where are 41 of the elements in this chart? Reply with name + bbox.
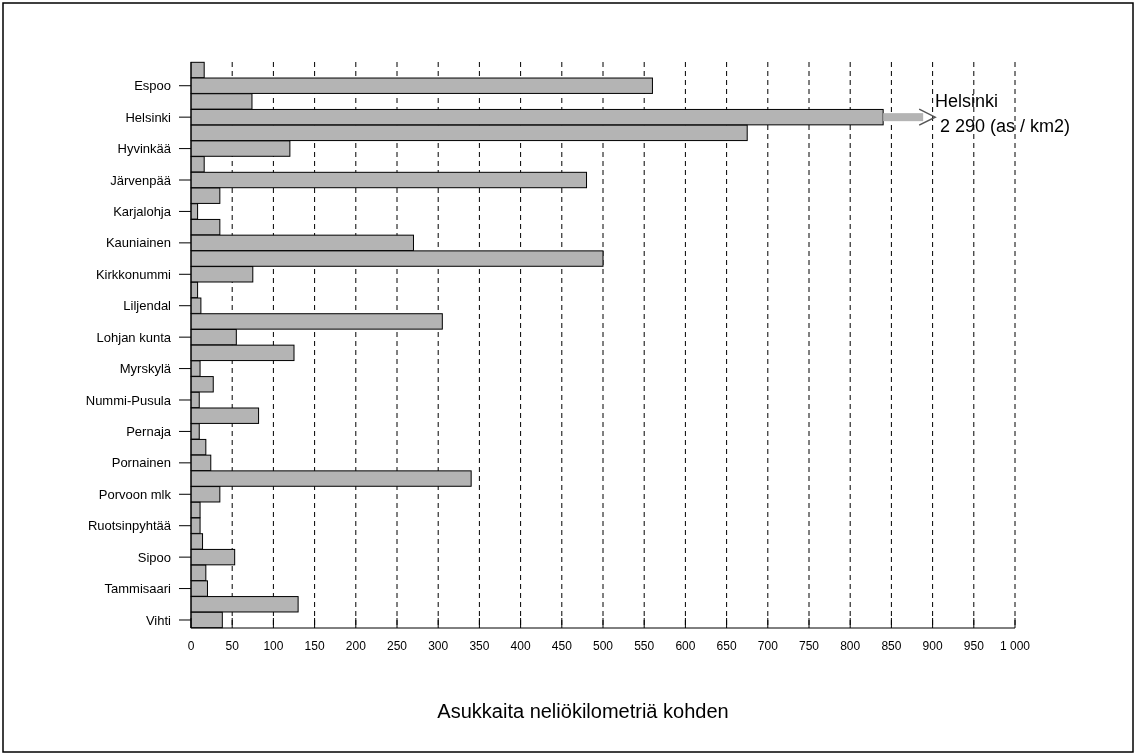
x-tick-label: 450 (551, 639, 573, 653)
y-tick-label: Vihti (145, 612, 172, 628)
y-tick-label: Hyvinkää (117, 141, 172, 157)
y-tick-label: Myrskylä (119, 361, 172, 377)
x-tick-label: 1 000 (999, 639, 1031, 653)
x-tick-label: 150 (304, 639, 325, 653)
x-tick-label: 250 (386, 639, 408, 653)
x-tick-label: 800 (840, 639, 861, 653)
x-axis-title: Asukkaita neliökilometriä kohden (437, 700, 729, 722)
x-tick-label: 900 (922, 639, 943, 653)
x-tick-label: 950 (963, 639, 985, 653)
x-tick-label: 500 (592, 639, 614, 653)
y-tick-label: Nummi-Pusula (85, 392, 172, 408)
annotation: Helsinki 2 290 (as / km2) (935, 91, 1071, 137)
x-tick-label: 750 (798, 639, 820, 653)
x-tick-label: 650 (716, 639, 737, 653)
y-tick-label: Tammisaari (104, 581, 172, 597)
y-tick-label: Karjalohja (113, 203, 172, 219)
y-tick-label: Helsinki (125, 109, 172, 125)
y-tick-label: Kauniainen (105, 235, 171, 251)
x-tick-label: 600 (675, 639, 696, 653)
y-tick-label: Pernaja (126, 423, 172, 439)
x-tick-label: 850 (881, 639, 902, 653)
y-tick-label: Sipoo (137, 549, 171, 565)
x-tick-label: 350 (469, 639, 490, 653)
y-tick-label: Pornainen (111, 455, 171, 471)
y-tick-label: Liljendal (123, 298, 172, 314)
y-tick-label: Espoo (134, 78, 171, 94)
x-tick-label: 50 (225, 639, 240, 653)
x-tick-label: 200 (345, 639, 367, 653)
y-tick-label: Kirkkonummi (95, 266, 172, 282)
x-tick-label: 700 (757, 639, 779, 653)
x-tick-label: 0 (187, 639, 195, 653)
x-tick-label: 100 (263, 639, 284, 653)
y-tick-label: Ruotsinpyhtää (87, 518, 172, 534)
x-tick-label: 400 (510, 639, 531, 653)
y-tick-label: Lohjan kunta (96, 329, 172, 345)
x-tick-label: 550 (634, 639, 655, 653)
y-tick-label: Järvenpää (110, 172, 172, 188)
x-tick-label: 300 (428, 639, 449, 653)
y-tick-label: Porvoon mlk (98, 486, 172, 502)
